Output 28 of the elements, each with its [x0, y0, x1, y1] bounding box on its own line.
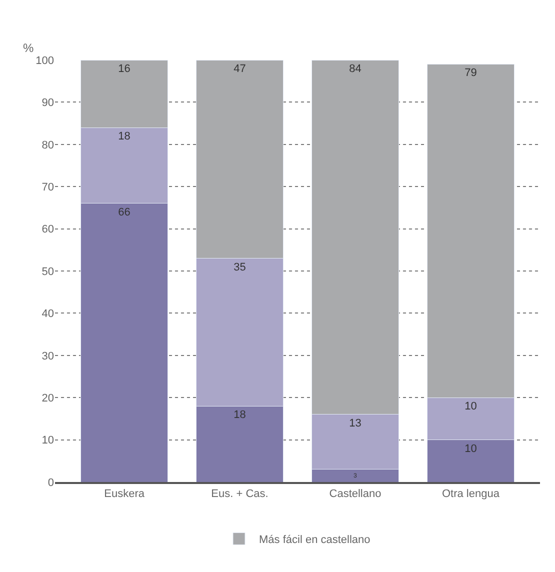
y-tick-label: 40 [42, 308, 54, 320]
y-tick-label: 10 [42, 434, 54, 447]
data-label: 10 [464, 400, 477, 413]
y-tick-label: 30 [42, 350, 54, 362]
y-tick-label: 90 [42, 97, 54, 110]
data-label: 18 [234, 409, 246, 422]
y-tick-label: 100 [36, 54, 54, 67]
x-tick-label: Castellano [329, 488, 382, 500]
y-axis-title: % [23, 41, 34, 55]
data-label: 18 [118, 130, 130, 143]
data-label: 84 [349, 63, 362, 75]
data-label: 35 [234, 261, 246, 274]
x-tick-label: Otra lengua [442, 488, 500, 500]
data-label: 47 [234, 63, 246, 75]
y-tick-label: 80 [42, 139, 54, 152]
x-tick-label: Euskera [104, 488, 146, 500]
y-tick-label: 20 [42, 392, 54, 404]
data-label: 79 [464, 67, 477, 80]
x-tick-label: Eus. + Cas. [211, 488, 268, 500]
y-tick-label: 50 [42, 266, 54, 278]
y-tick-label: 60 [42, 224, 54, 236]
y-tick-label: 0 [48, 476, 54, 489]
legend-label: Más fácil en castellano [259, 534, 370, 546]
y-tick-label: 70 [42, 181, 54, 194]
data-label: 13 [349, 417, 362, 430]
data-label: 66 [118, 206, 130, 218]
data-label: 16 [118, 63, 130, 75]
data-label: 10 [464, 442, 477, 455]
